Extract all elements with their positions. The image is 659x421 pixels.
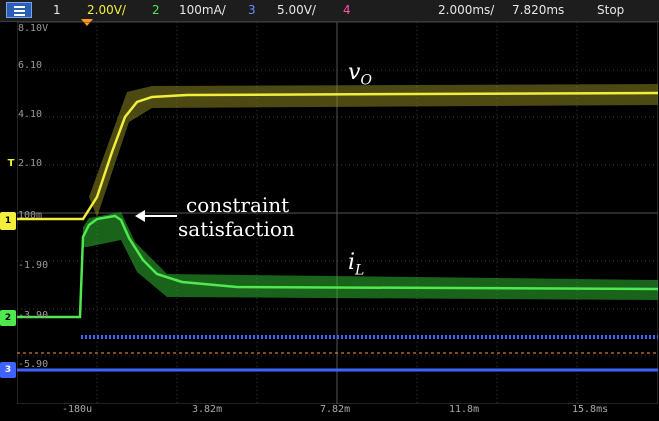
y-tick-label: 100m <box>18 210 43 221</box>
y-tick-label: 2.10 <box>18 158 43 169</box>
ch3-scale[interactable]: 5.00V/ <box>277 3 316 17</box>
run-stop-state[interactable]: Stop <box>597 3 625 17</box>
y-tick-label: -3.90 <box>18 310 49 321</box>
ch2-ground-marker[interactable]: 2 <box>0 310 16 326</box>
scope-status-bar: 1 2.00V/ 2 100mA/ 3 5.00V/ 4 2.000ms/ 7.… <box>0 0 659 22</box>
vo-label-main: v <box>348 60 361 85</box>
x-tick-label: 11.8m <box>449 404 480 415</box>
constraint-annotation: constraint satisfaction <box>178 193 295 241</box>
waveform-display <box>17 22 658 404</box>
ch3-number[interactable]: 3 <box>248 3 256 17</box>
y-tick-label: -1.90 <box>18 260 49 271</box>
y-tick-label: 4.10 <box>18 109 43 120</box>
ch2-noise-band <box>83 212 658 300</box>
x-tick-label: 3.82m <box>192 404 223 415</box>
horizontal-delay[interactable]: 7.820ms <box>512 3 565 17</box>
constraint-annotation-line2: satisfaction <box>178 217 295 241</box>
vo-label-sub: O <box>360 72 372 89</box>
constraint-arrow-icon <box>135 210 177 222</box>
y-tick-label: -5.90 <box>18 359 49 370</box>
y-tick-label: 6.10 <box>18 60 43 71</box>
ch2-scale[interactable]: 100mA/ <box>179 3 226 17</box>
x-tick-label: 15.8ms <box>572 404 609 415</box>
ch1-number[interactable]: 1 <box>53 3 61 17</box>
il-label-sub: L <box>355 262 365 279</box>
ch1-ground-marker[interactable]: 1 <box>0 212 16 230</box>
il-label: iL <box>348 250 364 278</box>
ch1-noise-band <box>89 84 658 217</box>
y-tick-label: 8.10V <box>18 23 49 34</box>
constraint-annotation-line1: constraint <box>186 193 290 217</box>
ch2-number[interactable]: 2 <box>152 3 160 17</box>
ch4-number[interactable]: 4 <box>343 3 351 17</box>
trigger-level-marker[interactable]: T <box>7 158 15 169</box>
menu-icon[interactable] <box>6 2 32 18</box>
ch1-scale[interactable]: 2.00V/ <box>87 3 126 17</box>
ch3-ground-marker[interactable]: 3 <box>0 362 16 378</box>
ch1-trace <box>17 91 658 221</box>
x-tick-label: -180u <box>62 404 93 415</box>
vo-label: vO <box>348 60 372 88</box>
il-label-main: i <box>348 250 356 275</box>
timebase-scale[interactable]: 2.000ms/ <box>438 3 495 17</box>
ch2-trace <box>17 214 658 319</box>
x-tick-label: 7.82m <box>320 404 351 415</box>
